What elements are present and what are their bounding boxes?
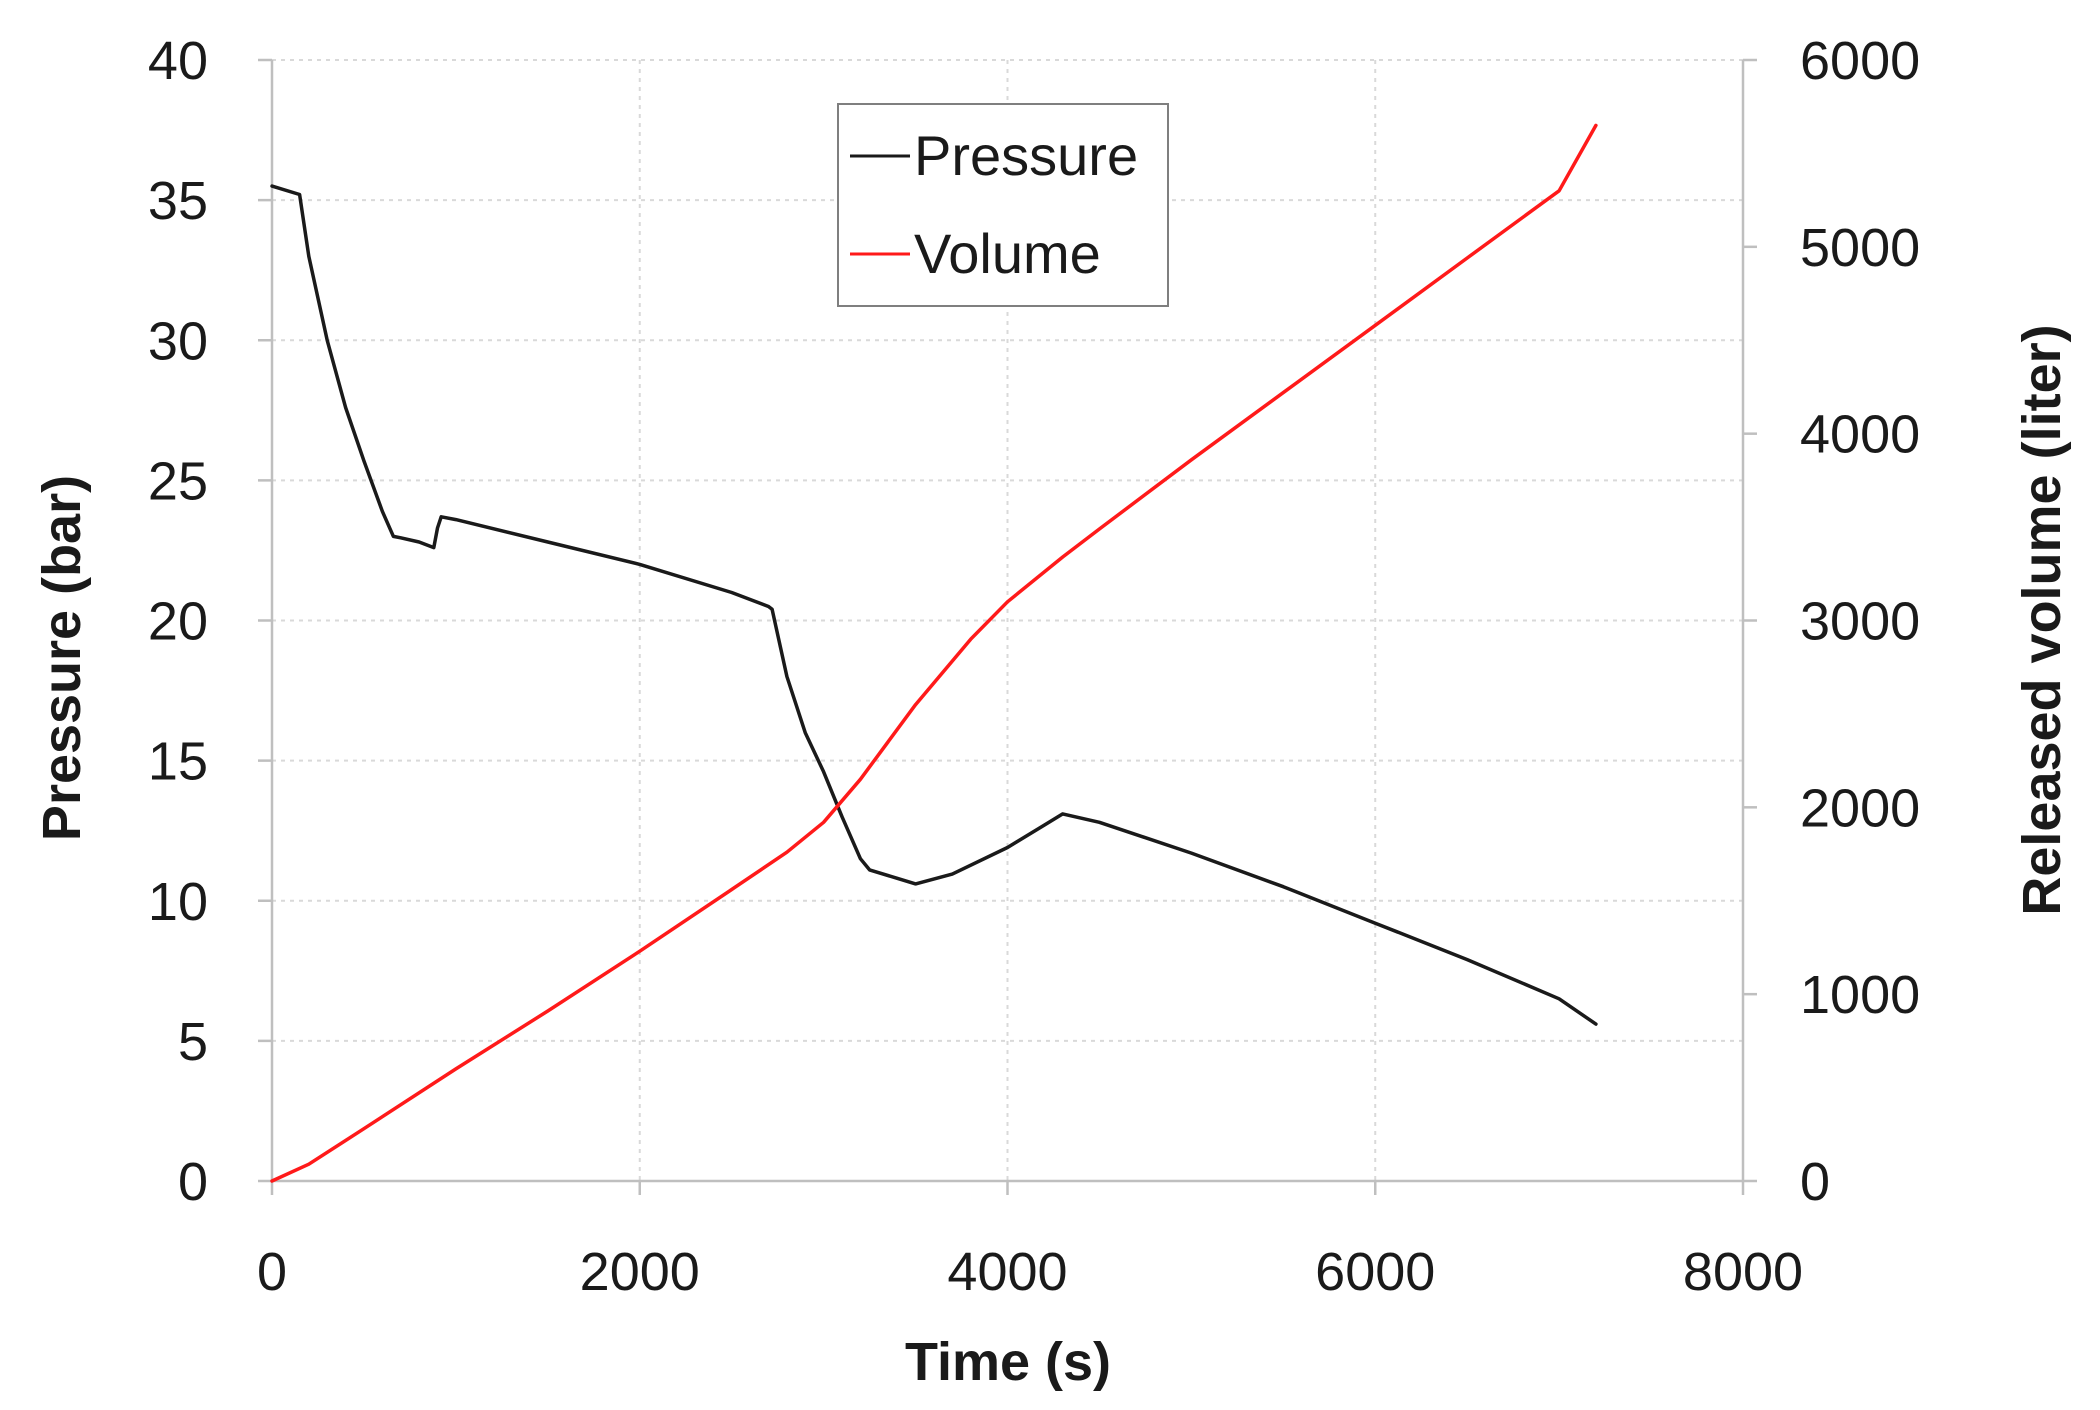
legend-box xyxy=(837,103,1169,307)
legend-label-volume: Volume xyxy=(914,222,1101,285)
series-line-volume xyxy=(270,123,1598,1183)
y-tick-label-20: 20 xyxy=(148,592,208,652)
y2-tick-label-2000: 2000 xyxy=(1800,778,1920,838)
y2-axis-title: Released volume (liter) xyxy=(2012,324,2072,915)
y-tick-label-15: 15 xyxy=(148,732,208,792)
x-tick-label-0: 0 xyxy=(257,1242,287,1302)
legend-label-pressure: Pressure xyxy=(914,124,1138,187)
tick-label-layer: 0 5 10 15 20 25 30 35 40 0 2000 4000 6000 8000 0 1000 20… xyxy=(148,31,1920,1302)
x-tick-label-2000: 2000 xyxy=(580,1242,700,1302)
x-tick-label-8000: 8000 xyxy=(1683,1242,1803,1302)
y2-tick-label-5000: 5000 xyxy=(1800,218,1920,278)
y-tick-label-0: 0 xyxy=(178,1152,208,1212)
y-axis-title: Pressure (bar) xyxy=(32,475,92,841)
x-tick-label-6000: 6000 xyxy=(1315,1242,1435,1302)
y-tick-label-5: 5 xyxy=(178,1012,208,1072)
y2-tick-label-4000: 4000 xyxy=(1800,405,1920,465)
y2-tick-label-1000: 1000 xyxy=(1800,965,1920,1025)
series-line-pressure xyxy=(270,184,1598,1026)
series-layer xyxy=(270,123,1598,1183)
x-axis-title: Time (s) xyxy=(905,1332,1111,1392)
y-tick-label-25: 25 xyxy=(148,451,208,511)
y-tick-label-35: 35 xyxy=(148,171,208,231)
axes-layer xyxy=(258,58,1757,1195)
x-tick-label-4000: 4000 xyxy=(947,1242,1067,1302)
legend: Pressure Volume xyxy=(837,103,1169,307)
y2-tick-label-0: 0 xyxy=(1800,1152,1830,1212)
y-tick-label-40: 40 xyxy=(148,31,208,91)
y2-tick-label-3000: 3000 xyxy=(1800,592,1920,652)
y-tick-label-30: 30 xyxy=(148,311,208,371)
y-tick-label-10: 10 xyxy=(148,872,208,932)
y2-tick-label-6000: 6000 xyxy=(1800,31,1920,91)
